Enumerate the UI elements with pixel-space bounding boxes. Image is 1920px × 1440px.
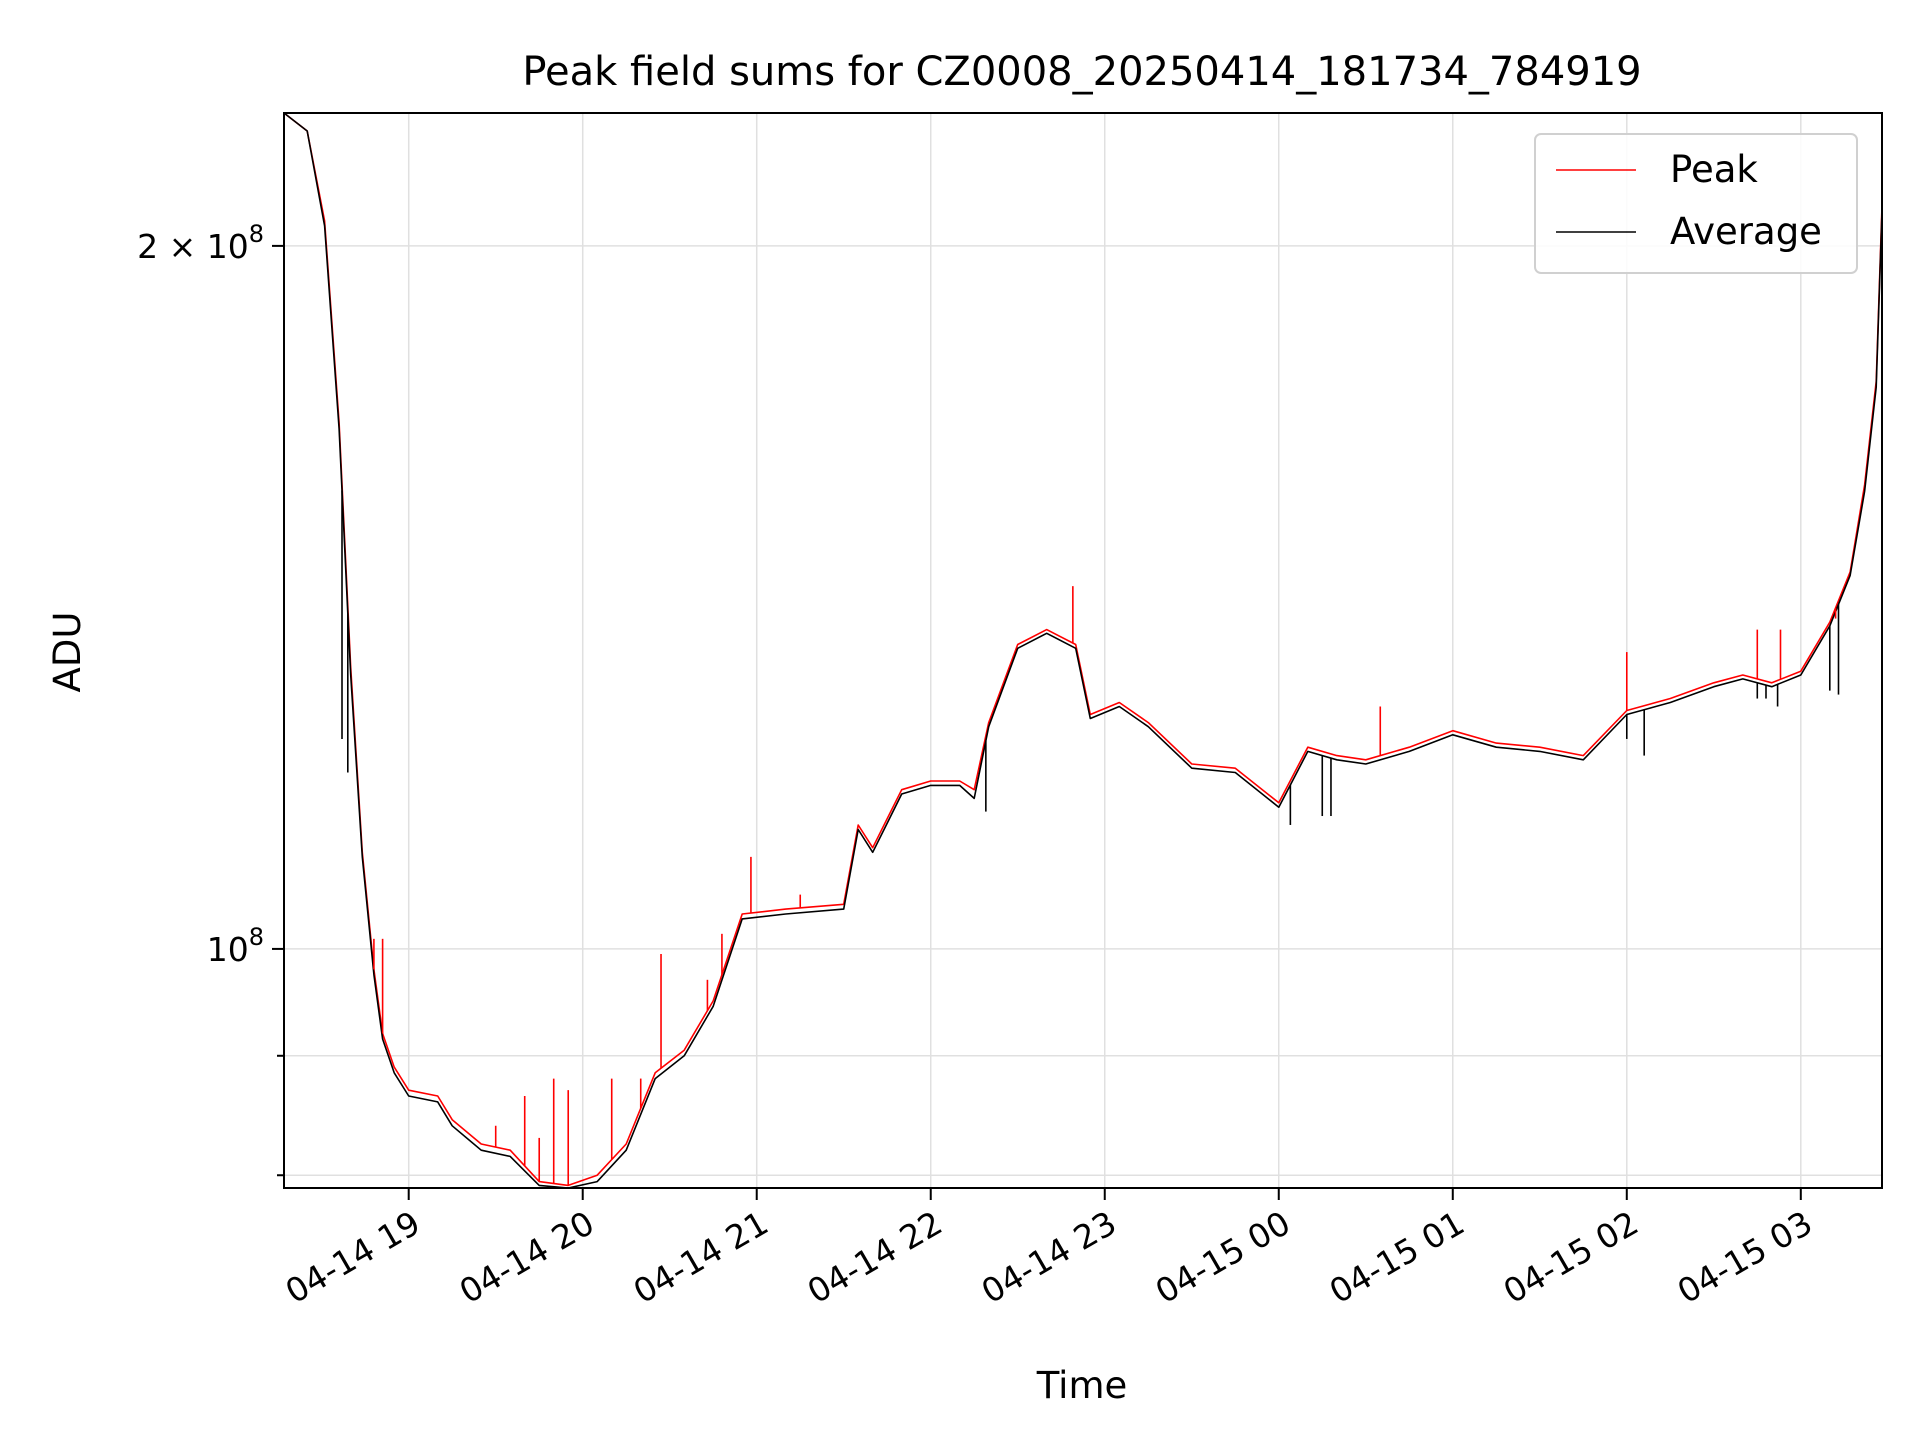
plot-area: [284, 113, 1882, 1188]
grid-layer: [284, 113, 1882, 1188]
legend-label-peak: Peak: [1670, 148, 1758, 191]
x-tick-label: 04-15 00: [1149, 1203, 1297, 1311]
x-axis-ticks: 04-14 19 04-14 20 04-14 21 04-14 22 04-14 23…: [279, 1188, 1819, 1311]
axes-frame: [283, 112, 1883, 1189]
x-axis-label: Time: [1036, 1364, 1128, 1407]
series-line-average: [284, 113, 1882, 1188]
legend: Peak Average: [1534, 133, 1858, 274]
y-axis-label: ADU: [46, 612, 89, 693]
x-tick-label: 04-14 19: [279, 1203, 427, 1311]
legend-box: [1534, 133, 1858, 274]
series-layer: [284, 113, 1882, 1188]
legend-label-average: Average: [1670, 210, 1822, 253]
series-line-peak: [284, 113, 1882, 1187]
y-axis-ticks: 108 2 × 108: [137, 220, 284, 1177]
x-tick-label: 04-14 22: [801, 1203, 949, 1311]
x-tick-label: 04-14 21: [627, 1203, 775, 1311]
x-tick-label: 04-14 20: [453, 1203, 601, 1311]
y-tick-label: 2 × 108: [137, 220, 264, 266]
x-tick-label: 04-15 03: [1671, 1203, 1819, 1311]
x-tick-label: 04-14 23: [975, 1203, 1123, 1311]
chart-title: Peak field sums for CZ0008_20250414_1817…: [522, 49, 1641, 95]
x-tick-label: 04-15 01: [1323, 1203, 1471, 1311]
y-tick-label: 108: [207, 923, 264, 969]
x-tick-label: 04-15 02: [1497, 1203, 1645, 1311]
